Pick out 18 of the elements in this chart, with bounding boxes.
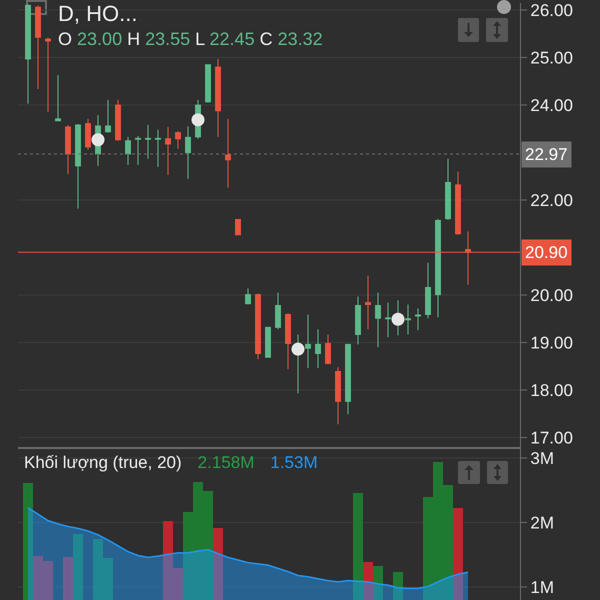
chart-title: D, HO... [58,1,138,26]
y-tick-label: 19.00 [530,333,573,352]
y-tick-label: 18.00 [530,380,573,400]
annotation: O 23.00 H 23.55 L 22.45 C 23.32 [58,29,323,49]
y-tick-label: 20.00 [530,286,573,305]
y-tick-label: 22.00 [530,191,573,210]
y-tick-label: 26.00 [530,1,573,20]
y-tick-label: 24.00 [530,96,573,116]
ref-line-label: 22.97 [525,145,568,164]
y-tick-label: 3M [530,448,554,468]
annotation: 1.53M [270,453,318,473]
ref-line-label: 20.90 [525,243,568,262]
y-tick-label: 25.00 [530,48,573,68]
y-tick-label: 2M [530,514,554,533]
annotation: 2.158M [198,453,254,473]
y-tick-label: 1M [530,578,554,598]
chart-title: Khối lượng (true, 20) [24,453,182,473]
y-tick-label: 17.00 [530,428,573,448]
